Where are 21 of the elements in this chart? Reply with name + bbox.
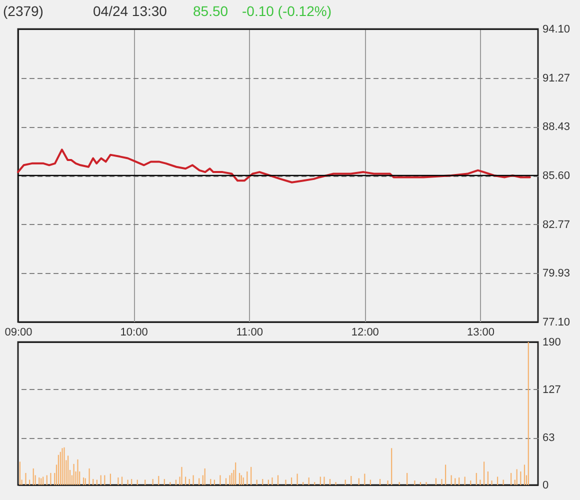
x-tick-label: 11:00 bbox=[236, 326, 263, 338]
y-tick-label: 63 bbox=[542, 432, 555, 444]
text: -0.10 (-0.12%) bbox=[242, 3, 332, 19]
y-tick-label: 0 bbox=[542, 480, 549, 492]
y-tick-label: 190 bbox=[542, 336, 561, 348]
y-tick-label: 79.93 bbox=[542, 268, 570, 280]
y-tick-label: 88.43 bbox=[542, 121, 570, 134]
text: 85.50 bbox=[193, 3, 228, 19]
y-tick-label: 127 bbox=[542, 384, 561, 396]
chart-title: (2379) bbox=[3, 3, 44, 19]
y-tick-label: 94.10 bbox=[542, 24, 570, 36]
x-tick-label: 12:00 bbox=[351, 326, 379, 338]
x-tick-label: 10:00 bbox=[120, 326, 148, 338]
x-tick-label: 13:00 bbox=[466, 326, 494, 338]
y-tick-label: 91.27 bbox=[542, 72, 570, 84]
y-tick-label: 82.77 bbox=[542, 218, 570, 231]
chart-subtitle: 04/24 13:30 bbox=[93, 3, 167, 19]
y-tick-label: 77.10 bbox=[542, 316, 570, 328]
y-tick-label: 85.60 bbox=[542, 170, 570, 182]
x-tick-label: 09:00 bbox=[4, 326, 32, 338]
line-series bbox=[17, 148, 531, 184]
